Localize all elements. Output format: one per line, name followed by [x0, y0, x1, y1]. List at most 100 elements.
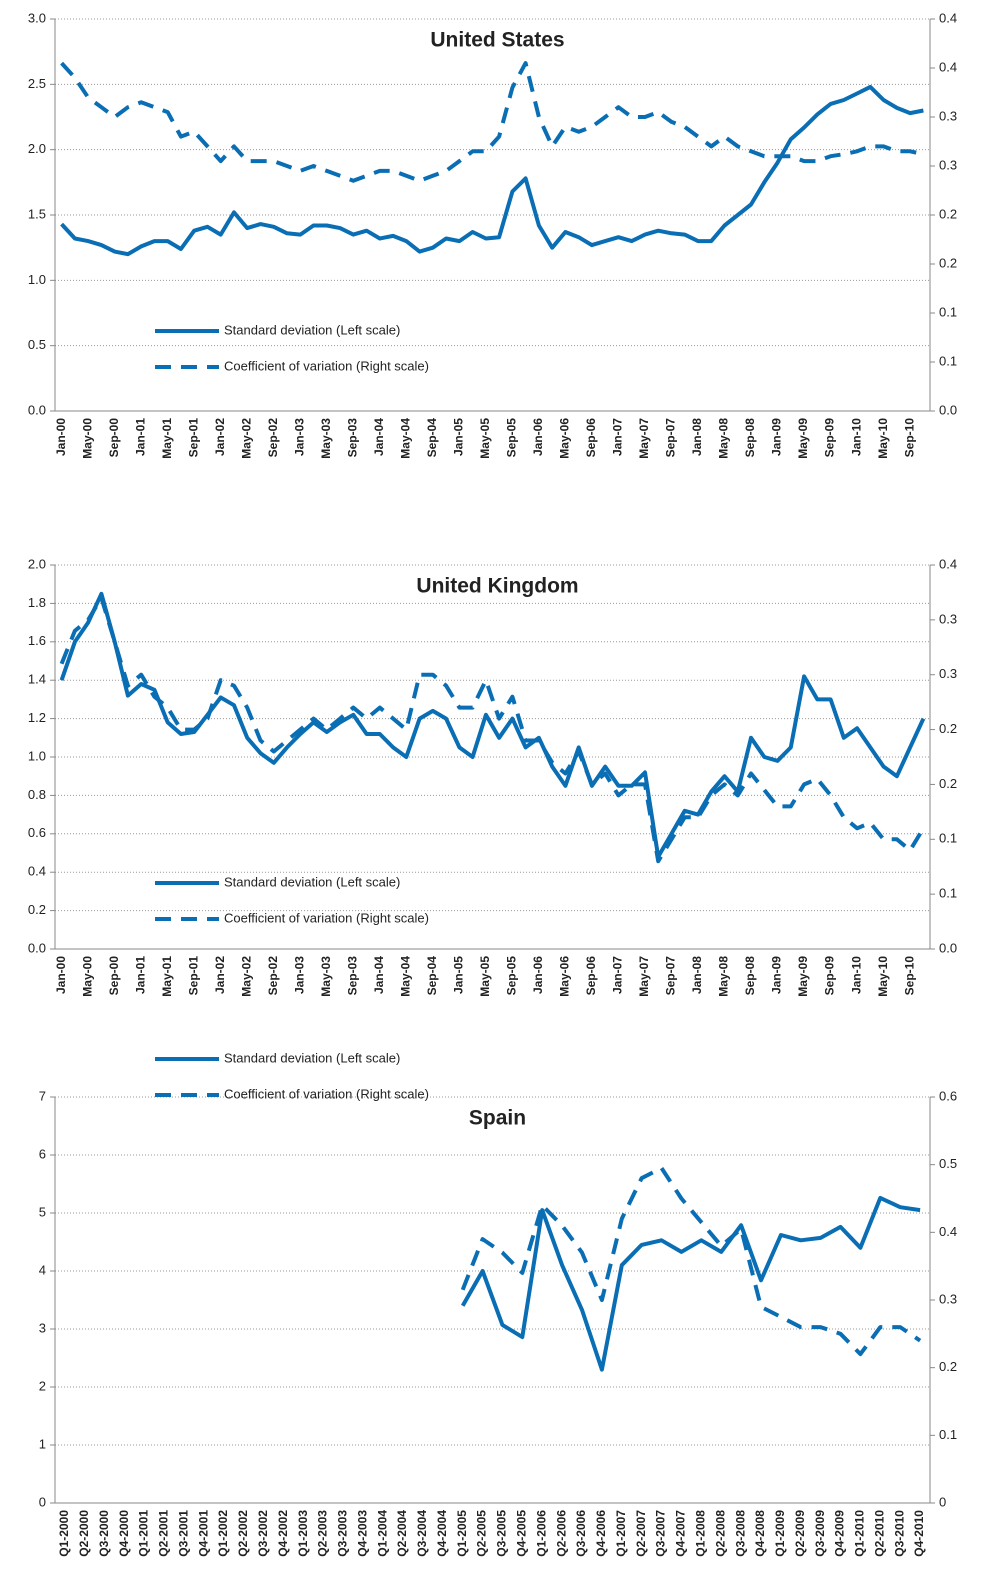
x-tick-label: May-08 — [717, 956, 731, 997]
x-tick-label: May-07 — [637, 418, 651, 459]
y2-tick-label: 0.3 — [939, 666, 957, 681]
x-tick-label: Sep-10 — [902, 956, 916, 996]
x-tick-label: Jan-05 — [452, 418, 466, 456]
y-tick-label: 1.4 — [28, 672, 46, 687]
x-tick-label: May-06 — [558, 956, 572, 997]
y2-tick-label: 0.2 — [939, 255, 957, 270]
x-tick-label: Q3-2002 — [256, 1510, 270, 1557]
chart-title: United Kingdom — [416, 575, 578, 598]
x-tick-label: Sep-00 — [107, 956, 121, 996]
x-tick-label: Q2-2000 — [77, 1510, 91, 1557]
legend-label: Standard deviation (Left scale) — [224, 1050, 400, 1065]
x-tick-label: May-10 — [876, 956, 890, 997]
x-tick-label: Sep-06 — [584, 956, 598, 996]
x-tick-label: Q4-2010 — [912, 1510, 926, 1557]
x-tick-label: Q4-2000 — [117, 1510, 131, 1557]
y-tick-label: 1.0 — [28, 748, 46, 763]
x-tick-label: Q3-2000 — [97, 1510, 111, 1557]
x-tick-label: Sep-01 — [186, 418, 200, 458]
y-tick-label: 1.5 — [28, 206, 46, 221]
y2-tick-label: 0.4 — [939, 1224, 957, 1239]
x-tick-label: Q3-2009 — [813, 1510, 827, 1557]
x-tick-label: Jan-06 — [531, 956, 545, 994]
y-tick-label: 0.5 — [28, 337, 46, 352]
x-tick-label: May-03 — [319, 418, 333, 459]
y2-tick-label: 0.5 — [939, 1156, 957, 1171]
series-line — [60, 84, 924, 257]
x-tick-label: May-00 — [80, 418, 94, 459]
x-tick-label: Q3-2006 — [574, 1510, 588, 1557]
x-tick-label: Jan-02 — [213, 418, 227, 456]
x-tick-label: Q2-2007 — [634, 1510, 648, 1557]
x-tick-label: Sep-09 — [823, 956, 837, 996]
x-tick-label: May-09 — [796, 418, 810, 459]
x-tick-label: Jan-10 — [849, 956, 863, 994]
x-tick-label: Q3-2010 — [892, 1510, 906, 1557]
x-tick-label: May-05 — [478, 956, 492, 997]
x-tick-label: Q1-2001 — [137, 1510, 151, 1557]
x-tick-label: Q1-2007 — [614, 1510, 628, 1557]
legend-label: Coefficient of variation (Right scale) — [224, 358, 429, 373]
x-tick-label: Jan-07 — [611, 956, 625, 994]
x-tick-label: Q1-2000 — [57, 1510, 71, 1557]
x-tick-label: May-02 — [239, 418, 253, 459]
y2-tick-label: 0.1 — [939, 886, 957, 901]
x-tick-label: Sep-04 — [425, 956, 439, 996]
x-tick-label: Q4-2008 — [753, 1510, 767, 1557]
y-tick-label: 0.6 — [28, 825, 46, 840]
x-tick-label: Q2-2008 — [713, 1510, 727, 1557]
x-tick-label: Q3-2005 — [495, 1510, 509, 1557]
y2-tick-label: 0.1 — [939, 1427, 957, 1442]
x-tick-label: Q4-2007 — [674, 1510, 688, 1557]
y2-tick-label: 0.1 — [939, 353, 957, 368]
x-tick-label: Jan-04 — [372, 418, 386, 456]
x-tick-label: Sep-03 — [345, 418, 359, 458]
x-tick-label: Q1-2005 — [455, 1510, 469, 1557]
x-tick-label: Sep-09 — [823, 418, 837, 458]
x-tick-label: Q4-2003 — [355, 1510, 369, 1557]
x-tick-label: Q2-2009 — [793, 1510, 807, 1557]
x-tick-label: May-04 — [398, 418, 412, 459]
x-tick-label: Jan-00 — [54, 956, 68, 994]
x-tick-label: Sep-08 — [743, 956, 757, 996]
y-tick-label: 0.0 — [28, 940, 46, 955]
y-tick-label: 2.0 — [28, 141, 46, 156]
x-tick-label: Sep-08 — [743, 418, 757, 458]
x-tick-label: Q4-2005 — [515, 1510, 529, 1557]
y-tick-label: 2.0 — [28, 556, 46, 571]
y-tick-label: 3.0 — [28, 10, 46, 25]
x-tick-label: Q3-2003 — [336, 1510, 350, 1557]
x-tick-label: Sep-07 — [664, 956, 678, 996]
y2-tick-label: 0.4 — [939, 10, 957, 25]
x-tick-label: Sep-06 — [584, 418, 598, 458]
y2-tick-label: 0.2 — [939, 206, 957, 221]
y-tick-label: 0.2 — [28, 902, 46, 917]
legend-label: Coefficient of variation (Right scale) — [224, 1086, 429, 1101]
x-tick-label: Sep-05 — [505, 418, 519, 458]
y2-tick-label: 0.3 — [939, 1291, 957, 1306]
x-tick-label: Sep-02 — [266, 956, 280, 996]
y-tick-label: 1.8 — [28, 595, 46, 610]
x-tick-label: Jan-10 — [849, 418, 863, 456]
x-tick-label: Jan-01 — [133, 956, 147, 994]
x-tick-label: May-03 — [319, 956, 333, 997]
y2-tick-label: 0.6 — [939, 1088, 957, 1103]
x-tick-label: May-10 — [876, 418, 890, 459]
y-tick-label: 4 — [39, 1262, 46, 1277]
x-tick-label: Q4-2006 — [594, 1510, 608, 1557]
x-tick-label: Jan-00 — [54, 418, 68, 456]
x-tick-label: May-07 — [637, 956, 651, 997]
series-line — [460, 1166, 922, 1357]
y2-tick-label: 0.0 — [939, 402, 957, 417]
x-tick-label: Q4-2009 — [833, 1510, 847, 1557]
x-tick-label: Q1-2010 — [853, 1510, 867, 1557]
y2-tick-label: 0.2 — [939, 1359, 957, 1374]
x-tick-label: May-05 — [478, 418, 492, 459]
x-tick-label: Q2-2002 — [236, 1510, 250, 1557]
x-tick-label: Q1-2003 — [296, 1510, 310, 1557]
y2-tick-label: 0.4 — [939, 59, 957, 74]
y-tick-label: 1.0 — [28, 272, 46, 287]
x-tick-label: Sep-07 — [664, 418, 678, 458]
y-tick-label: 5 — [39, 1204, 46, 1219]
x-tick-label: Q2-2006 — [554, 1510, 568, 1557]
